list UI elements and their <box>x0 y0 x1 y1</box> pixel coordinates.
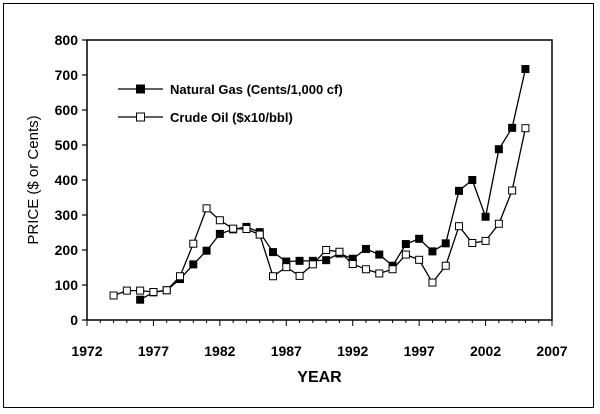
data-point <box>388 265 397 274</box>
legend-label: Crude Oil ($x10/bbl) <box>170 110 293 125</box>
data-point <box>362 265 370 274</box>
data-point <box>508 186 517 195</box>
y-tick-label: 500 <box>55 137 79 153</box>
x-tick-label: 1987 <box>271 343 302 359</box>
data-point <box>468 176 477 184</box>
data-point <box>401 250 410 259</box>
data-point <box>229 224 238 233</box>
data-point <box>481 212 490 221</box>
series-crude-oil <box>109 124 530 300</box>
series-layer <box>109 65 530 304</box>
data-point <box>202 204 211 213</box>
series-line <box>139 68 527 301</box>
x-tick-label: 1992 <box>337 343 368 359</box>
data-point <box>441 261 450 270</box>
data-point <box>189 239 198 248</box>
series-natural-gas <box>136 65 530 304</box>
data-point <box>176 272 184 281</box>
data-point <box>202 246 211 255</box>
y-tick-label: 100 <box>55 277 79 293</box>
x-tick-label: 2002 <box>470 343 501 359</box>
data-point <box>295 271 304 280</box>
data-point <box>455 186 463 195</box>
y-tick-label: 200 <box>55 242 79 258</box>
legend-marker <box>136 84 145 94</box>
data-point <box>508 123 517 132</box>
data-point <box>269 272 277 281</box>
data-point <box>375 269 384 278</box>
legend-marker <box>136 112 145 122</box>
x-tick-label: 1972 <box>71 343 102 359</box>
data-point <box>468 239 477 247</box>
data-point <box>521 65 530 74</box>
legend-label: Natural Gas (Cents/1,000 cf) <box>170 82 343 97</box>
data-point <box>401 240 410 249</box>
data-point <box>255 230 264 239</box>
data-point <box>282 263 291 272</box>
y-axis-title: PRICE ($ or Cents) <box>25 115 42 244</box>
data-point <box>109 291 118 300</box>
data-point <box>215 216 224 225</box>
data-point <box>242 225 251 233</box>
data-point <box>428 247 437 256</box>
data-point <box>162 286 171 295</box>
x-tick-label: 2007 <box>536 343 567 359</box>
data-point <box>521 124 530 133</box>
data-point <box>481 236 490 245</box>
data-point <box>149 288 158 296</box>
data-point <box>348 260 357 268</box>
data-point <box>189 260 198 269</box>
y-tick-label: 800 <box>55 32 79 48</box>
y-tick-label: 600 <box>55 102 79 118</box>
x-tick-label: 1982 <box>204 343 235 359</box>
data-point <box>308 260 317 269</box>
data-point <box>136 286 145 295</box>
y-tick-label: 0 <box>70 312 78 328</box>
data-point <box>322 256 331 265</box>
y-tick-label: 300 <box>55 207 79 223</box>
y-tick-label: 700 <box>55 67 79 83</box>
data-point <box>269 248 277 257</box>
legend: Natural Gas (Cents/1,000 cf) Crude Oil ($… <box>118 82 343 125</box>
data-point <box>322 246 331 254</box>
data-point <box>494 145 503 154</box>
data-point <box>441 239 450 248</box>
data-point <box>122 286 131 295</box>
data-point <box>375 250 384 259</box>
x-axis-title: YEAR <box>297 369 342 386</box>
y-tick-label: 400 <box>55 172 79 188</box>
data-point <box>455 222 463 231</box>
data-point <box>494 219 503 228</box>
data-point <box>215 229 224 238</box>
data-point <box>415 255 424 264</box>
axes: 0 100 200 300 400 500 600 700 800 1972 1977 1982 198… <box>55 32 568 359</box>
data-point <box>136 295 145 304</box>
data-point <box>428 278 437 287</box>
x-tick-label: 1977 <box>138 343 169 359</box>
data-point <box>295 256 304 265</box>
x-tick-label: 1997 <box>404 343 435 359</box>
data-point <box>415 234 424 243</box>
series-line <box>113 128 527 297</box>
data-point <box>362 244 370 253</box>
chart-frame <box>3 3 594 408</box>
data-point <box>335 247 344 256</box>
